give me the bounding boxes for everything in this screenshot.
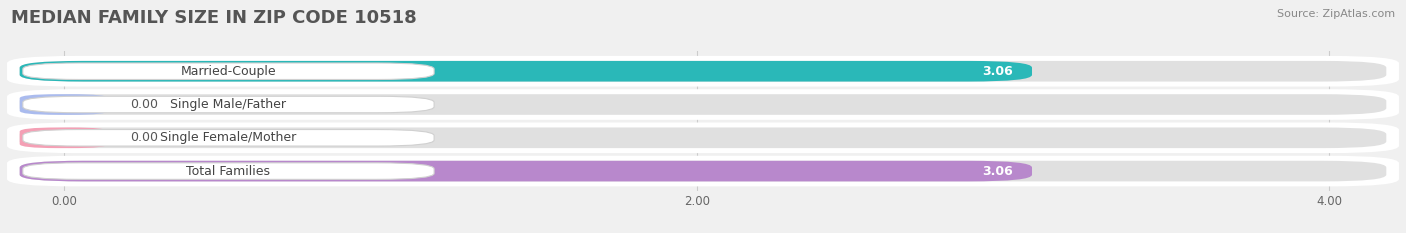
- Text: MEDIAN FAMILY SIZE IN ZIP CODE 10518: MEDIAN FAMILY SIZE IN ZIP CODE 10518: [11, 9, 418, 27]
- FancyBboxPatch shape: [7, 123, 1399, 153]
- FancyBboxPatch shape: [20, 94, 108, 115]
- FancyBboxPatch shape: [20, 161, 1386, 182]
- FancyBboxPatch shape: [20, 127, 108, 148]
- FancyBboxPatch shape: [20, 127, 1386, 148]
- FancyBboxPatch shape: [20, 94, 1386, 115]
- FancyBboxPatch shape: [7, 89, 1399, 120]
- FancyBboxPatch shape: [20, 161, 1032, 182]
- Text: Married-Couple: Married-Couple: [180, 65, 277, 78]
- FancyBboxPatch shape: [22, 96, 434, 113]
- FancyBboxPatch shape: [22, 63, 434, 79]
- FancyBboxPatch shape: [7, 156, 1399, 186]
- Text: 3.06: 3.06: [983, 164, 1012, 178]
- Text: Single Male/Father: Single Male/Father: [170, 98, 287, 111]
- Text: Single Female/Mother: Single Female/Mother: [160, 131, 297, 144]
- Text: 3.06: 3.06: [983, 65, 1012, 78]
- FancyBboxPatch shape: [20, 61, 1032, 82]
- Text: Source: ZipAtlas.com: Source: ZipAtlas.com: [1277, 9, 1395, 19]
- FancyBboxPatch shape: [7, 56, 1399, 86]
- Text: Total Families: Total Families: [187, 164, 270, 178]
- FancyBboxPatch shape: [20, 61, 1386, 82]
- FancyBboxPatch shape: [22, 163, 434, 179]
- FancyBboxPatch shape: [22, 130, 434, 146]
- Text: 0.00: 0.00: [131, 131, 159, 144]
- Text: 0.00: 0.00: [131, 98, 159, 111]
